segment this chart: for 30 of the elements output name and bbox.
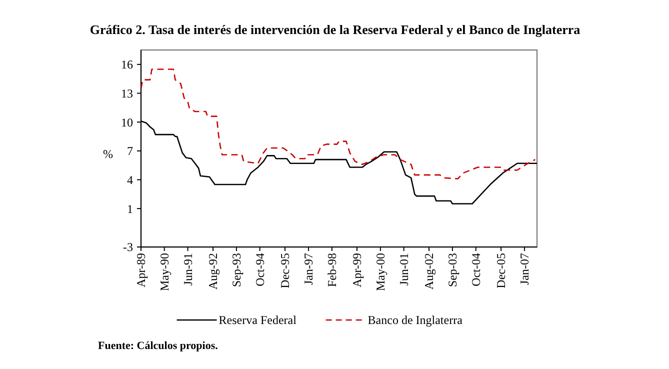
x-tick-label: Aug-92 — [206, 253, 220, 290]
x-tick-label: Jun-01 — [397, 253, 412, 286]
x-tick-label: Apr-89 — [134, 253, 148, 288]
x-tick-label: May-00 — [374, 253, 388, 291]
x-tick-label: Aug-02 — [422, 253, 436, 290]
y-tick-label: 16 — [121, 58, 133, 72]
y-tick-label: 10 — [121, 115, 133, 130]
y-tick-label: 13 — [121, 86, 133, 100]
x-tick-label: Sep-03 — [446, 253, 460, 287]
y-axis-title: % — [103, 147, 113, 162]
legend-label: Reserva Federal — [218, 313, 298, 328]
x-tick-label: Apr-99 — [350, 253, 364, 288]
x-tick-label: Dec-05 — [494, 253, 508, 288]
x-tick-label: Jan-07 — [518, 253, 532, 285]
line-series — [141, 68, 536, 180]
x-tick-label: Feb-98 — [325, 253, 340, 287]
x-tick-label: May-90 — [158, 253, 172, 291]
chart-title: Gráfico 2. Tasa de interés de intervención de la Reserva Federal y el Banco de Inglaterra — [90, 22, 581, 37]
y-tick-label: 7 — [127, 144, 133, 158]
y-tick-label: 4 — [127, 172, 133, 187]
x-tick-label: Dec-95 — [278, 253, 292, 288]
x-tick-label: Jan-97 — [302, 253, 316, 285]
x-tick-label: Jun-91 — [180, 253, 195, 286]
y-tick-label: 1 — [127, 202, 133, 216]
x-tick-label: Oct-94 — [253, 253, 268, 286]
legend-label: Banco de Inglaterra — [368, 313, 464, 328]
y-tick-label: -3 — [123, 240, 133, 254]
x-tick-label: Oct-04 — [469, 253, 484, 286]
source-note: Fuente: Cálculos propios. — [98, 340, 218, 352]
x-tick-label: Sep-93 — [230, 253, 244, 287]
